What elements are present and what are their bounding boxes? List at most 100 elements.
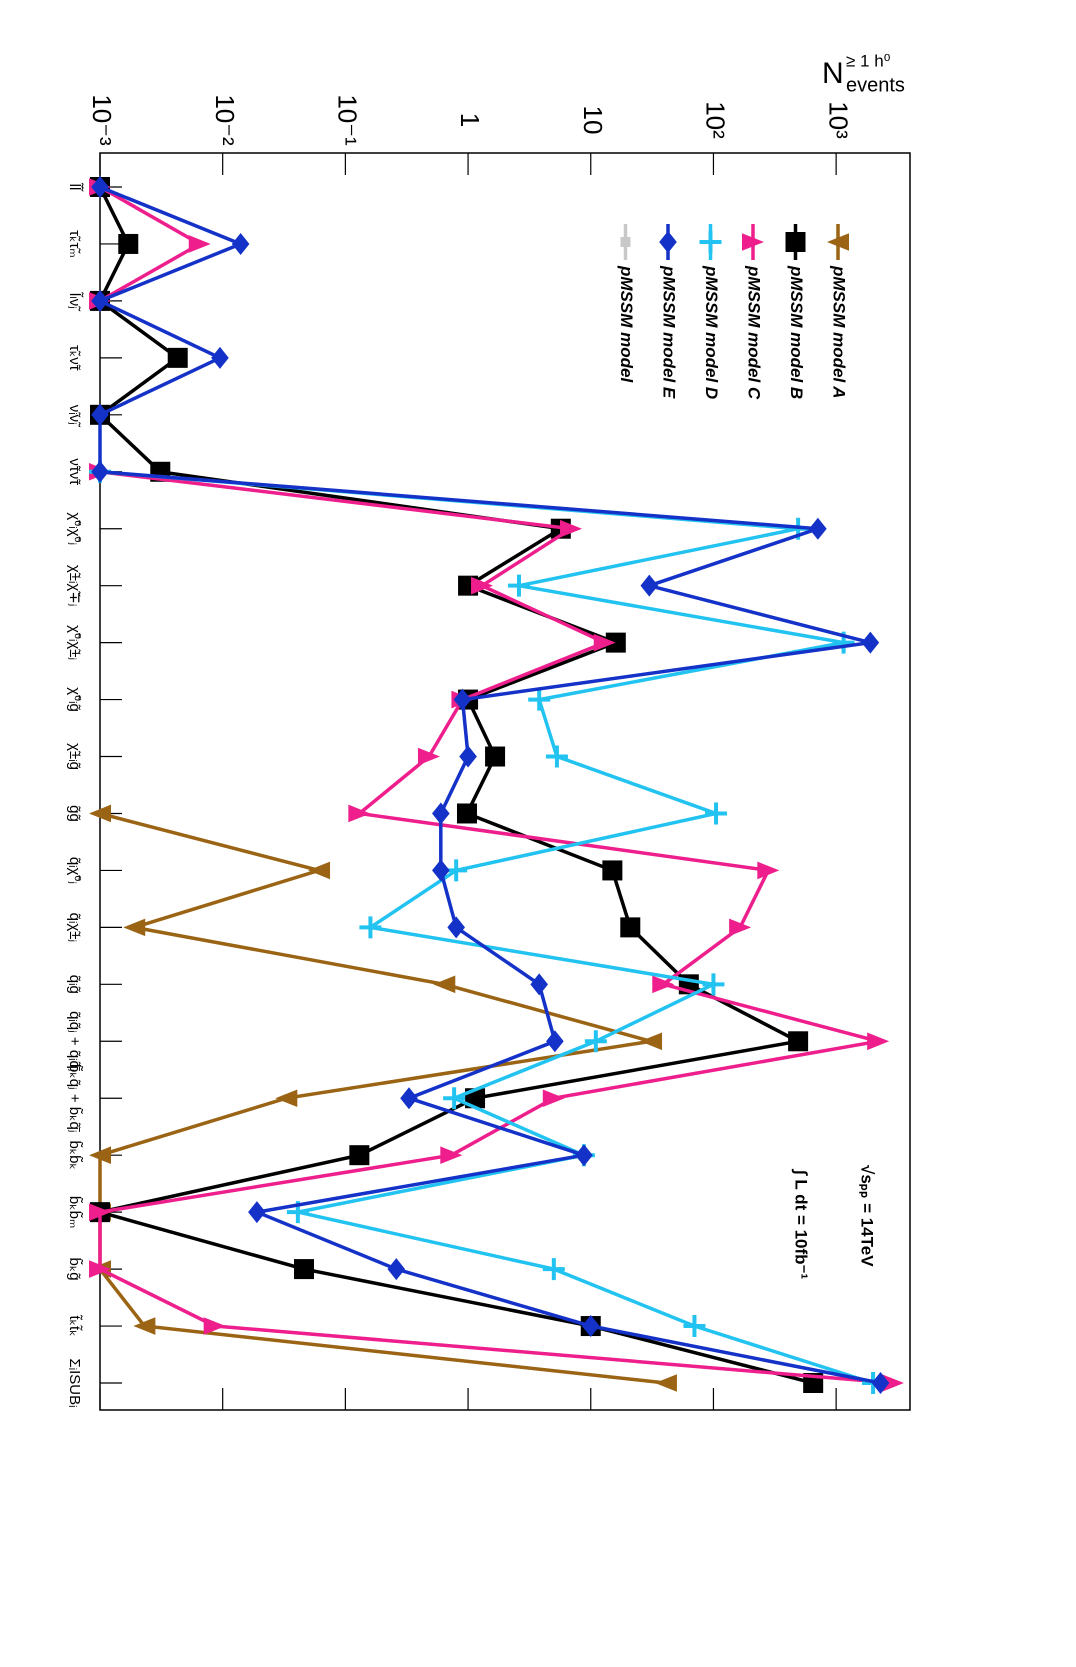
marker bbox=[605, 632, 626, 653]
marker bbox=[349, 1145, 370, 1166]
series-line bbox=[97, 186, 814, 1385]
x-tick-label: b̃ₖb̃ₖ bbox=[66, 1140, 83, 1169]
marker bbox=[542, 1089, 565, 1108]
y-axis-label-sub: events bbox=[846, 74, 905, 96]
annotation: √sₚₚ = 14TeV bbox=[858, 1165, 877, 1267]
x-tick-label: l̃ₗν̃ⱼ bbox=[66, 291, 84, 312]
series-line bbox=[99, 470, 874, 1385]
x-tick-label: g̃g̃ bbox=[66, 805, 83, 822]
marker bbox=[546, 1030, 564, 1053]
marker bbox=[248, 1201, 266, 1224]
y-axis-label-sup: ≥ 1 h⁰ bbox=[846, 51, 891, 70]
x-tick-label: τ̃ₖτ̃ₘ bbox=[66, 230, 83, 258]
marker bbox=[348, 804, 371, 823]
y-tick-label: 10⁻³ bbox=[87, 94, 117, 146]
x-tick-label: ΣᵢISUBᵢ bbox=[66, 1359, 83, 1408]
legend-label: pMSSM model A bbox=[830, 265, 849, 399]
marker bbox=[447, 916, 465, 939]
marker bbox=[231, 232, 250, 255]
marker bbox=[581, 1315, 600, 1338]
marker bbox=[471, 576, 494, 595]
x-tick-label: b̃ₖg̃ bbox=[66, 1258, 83, 1281]
marker bbox=[652, 975, 675, 994]
x-tick-label: χ̃±ᵢχ̃∓ⱼ bbox=[66, 565, 83, 607]
marker bbox=[702, 973, 725, 996]
x-tick-label: ν̃ᵢν̃ⱼ bbox=[66, 405, 83, 428]
marker bbox=[654, 1374, 677, 1392]
marker bbox=[602, 860, 623, 881]
marker bbox=[123, 918, 146, 937]
marker bbox=[359, 916, 382, 939]
y-axis-label: N bbox=[822, 57, 844, 90]
x-tick-label: q̃ᵢg̃ bbox=[66, 975, 83, 994]
marker bbox=[432, 802, 450, 825]
marker bbox=[133, 1317, 156, 1335]
marker bbox=[593, 633, 616, 652]
marker bbox=[584, 1030, 607, 1053]
legend-marker bbox=[827, 233, 849, 251]
marker bbox=[528, 688, 551, 711]
marker bbox=[91, 289, 109, 312]
legend-marker bbox=[785, 232, 806, 252]
y-tick-label: 10⁻² bbox=[210, 94, 240, 146]
marker bbox=[89, 1203, 111, 1221]
marker bbox=[432, 859, 450, 882]
x-tick-label: q̃ᵢχ̃±ⱼ bbox=[66, 913, 83, 942]
marker bbox=[89, 1260, 111, 1278]
marker bbox=[757, 861, 780, 880]
x-tick-label: q̃ᵢq̃ⱼ + q̃ᵢq̃̄ⱼ bbox=[66, 1011, 83, 1071]
legend-marker bbox=[620, 237, 631, 247]
x-tick-label: χ̃⁰ᵢχ̃±ⱼ bbox=[66, 625, 83, 660]
marker bbox=[867, 1032, 890, 1051]
plot-frame bbox=[99, 152, 911, 1411]
marker bbox=[211, 346, 229, 369]
marker bbox=[575, 1144, 593, 1167]
annotation: ∫ L dt = 10fb⁻¹ bbox=[792, 1168, 811, 1280]
marker bbox=[459, 745, 477, 768]
marker bbox=[118, 233, 139, 254]
x-tick-label: ν̃τν̃τ bbox=[66, 458, 83, 485]
marker bbox=[861, 631, 880, 654]
marker bbox=[89, 1146, 111, 1164]
x-tick-label: q̃ᵢχ̃⁰ⱼ bbox=[66, 857, 83, 884]
marker bbox=[881, 1374, 904, 1392]
series-line bbox=[95, 185, 881, 1385]
legend-label: pMSSM model bbox=[617, 265, 636, 383]
marker bbox=[545, 745, 568, 768]
y-tick-label: 1 bbox=[455, 113, 485, 127]
marker bbox=[89, 804, 111, 823]
marker bbox=[275, 1089, 298, 1108]
legend-label: pMSSM model B bbox=[787, 265, 806, 399]
x-tick-label: t̃ₖt̃ₖ bbox=[66, 1314, 83, 1337]
marker bbox=[530, 973, 548, 996]
marker bbox=[387, 1258, 406, 1281]
marker bbox=[485, 746, 506, 767]
y-tick-label: 10³ bbox=[823, 101, 853, 139]
y-tick-label: 10⁻¹ bbox=[333, 94, 363, 146]
y-tick-label: 10 bbox=[578, 106, 608, 135]
marker bbox=[167, 347, 188, 368]
marker bbox=[443, 1087, 466, 1110]
marker bbox=[559, 519, 582, 538]
marker bbox=[620, 917, 641, 938]
marker bbox=[456, 803, 477, 824]
marker bbox=[433, 975, 456, 994]
marker bbox=[188, 235, 211, 253]
legend-marker bbox=[742, 233, 764, 251]
marker bbox=[809, 517, 827, 540]
x-tick-label: χ̃⁰ᵢχ̃⁰ⱼ bbox=[66, 512, 83, 545]
marker bbox=[640, 1032, 663, 1051]
marker bbox=[91, 176, 109, 198]
marker bbox=[417, 747, 440, 766]
marker bbox=[440, 1146, 463, 1164]
marker bbox=[729, 918, 752, 937]
x-tick-label: χ̃⁰ᵢg̃ bbox=[66, 687, 83, 712]
marker bbox=[453, 688, 472, 711]
x-tick-label: χ̃±ᵢg̃ bbox=[66, 743, 83, 770]
series-line bbox=[98, 811, 667, 1385]
x-tick-label: τ̃ₖν̃τ bbox=[66, 345, 83, 371]
legend-label: pMSSM model D bbox=[702, 265, 721, 399]
marker bbox=[507, 574, 530, 597]
x-tick-label: b̃ₖb̃ₘ bbox=[66, 1196, 83, 1228]
marker bbox=[308, 861, 331, 880]
